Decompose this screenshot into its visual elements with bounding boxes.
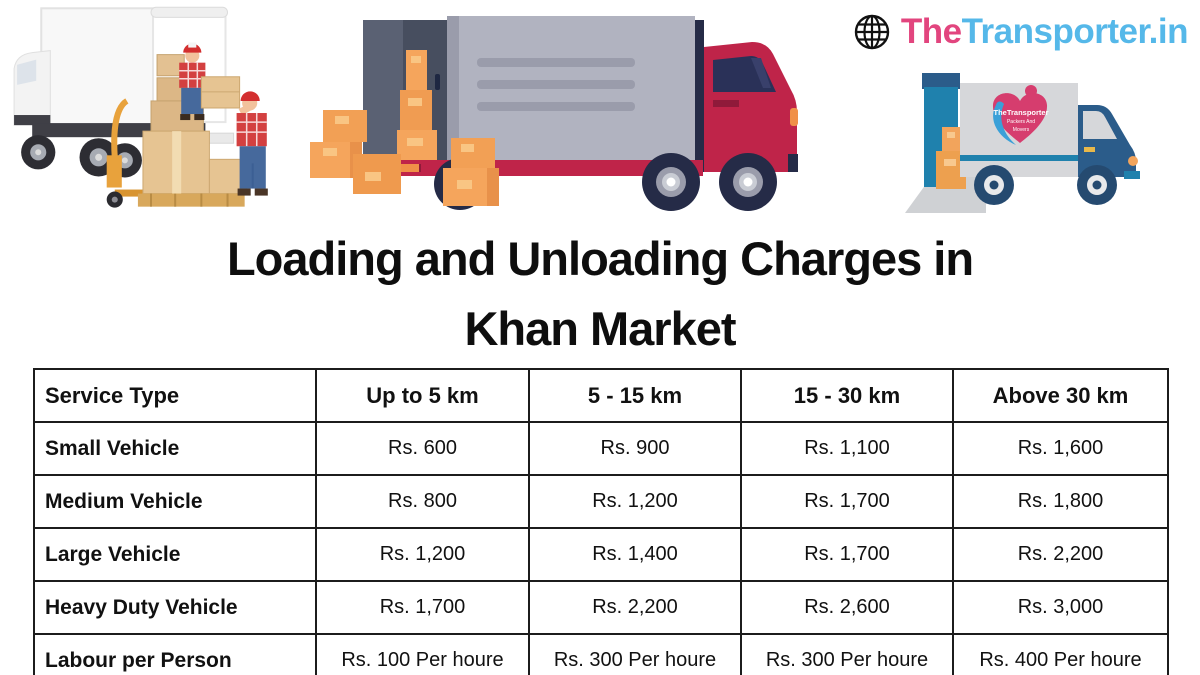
windshield [17,59,37,85]
price-cell: Rs. 1,700 [740,474,954,529]
hand-swoosh [993,101,1016,145]
brand-name: TheTransporter.in [900,12,1189,52]
price-cell: Rs. 1,800 [952,474,1169,529]
wheel [1077,165,1117,205]
price-cell: Rs. 400 Per houre [952,633,1169,675]
header-above-30km: Above 30 km [952,368,1169,423]
van-logo-line2: Packers And [1007,119,1035,125]
price-cell: Rs. 300 Per houre [528,633,742,675]
table-row: Heavy Duty Vehicle Rs. 1,700 Rs. 2,200 R… [33,580,1169,635]
wheel [642,153,700,211]
header-5-15km: 5 - 15 km [528,368,742,423]
price-cell: Rs. 1,400 [528,527,742,582]
pallet-with-boxes [137,100,248,207]
boxes-at-door [397,50,437,164]
page-title-line2: Khan Market [464,302,736,355]
service-cell: Labour per Person [33,633,317,675]
price-cell: Rs. 1,100 [740,421,954,476]
side-stripe [960,155,1078,161]
header-service-type: Service Type [33,368,317,423]
heart-shape [992,93,1048,143]
headlight [1128,156,1138,166]
page-title-line1: Loading and Unloading Charges in [226,232,974,285]
side-marker [790,108,798,126]
price-cell: Rs. 3,000 [952,580,1169,635]
arm [238,102,254,116]
wheel [21,135,56,170]
brand-name-prefix: The [900,12,962,51]
page-title: Loading and Unloading Charges in Khan Ma… [0,224,1200,364]
price-cell: Rs. 900 [528,421,742,476]
table-row: Labour per Person Rs. 100 Per houre Rs. … [33,633,1169,675]
red-cap [183,43,202,53]
table-header-row: Service Type Up to 5 km 5 - 15 km 15 - 3… [33,368,1169,423]
delivery-van-illustration: TheTransporter Packers And Movers [905,73,1140,213]
price-cell: Rs. 1,600 [952,421,1169,476]
wheels [21,135,142,178]
red-cap [240,91,260,101]
wheels [974,165,1117,205]
door-handle [435,74,440,90]
table-row: Medium Vehicle Rs. 800 Rs. 1,200 Rs. 1,7… [33,474,1169,529]
brand-name-suffix: Transporter.in [961,12,1189,51]
service-cell: Small Vehicle [33,421,317,476]
cab-window [1083,111,1117,139]
price-cell: Rs. 300 Per houre [740,633,954,675]
plaid-shirt [236,113,267,147]
globe-icon [854,14,890,50]
vent-lines [477,58,635,111]
header-15-30km: 15 - 30 km [740,368,954,423]
truck-cab [13,50,51,126]
service-cell: Large Vehicle [33,527,317,582]
jeans [181,87,204,115]
price-cell: Rs. 2,200 [952,527,1169,582]
price-cell: Rs. 1,200 [528,474,742,529]
front-bumper [1124,171,1140,179]
worker-in-truck [179,42,241,121]
wheel [974,165,1014,205]
door-trim [713,100,739,107]
van-logo-line1: TheTransporter [993,108,1048,117]
workers-loading-truck-illustration [13,6,268,208]
service-cell: Medium Vehicle [33,474,317,529]
table-row: Large Vehicle Rs. 1,200 Rs. 1,400 Rs. 1,… [33,527,1169,582]
price-cell: Rs. 1,700 [740,527,954,582]
van-heart-logo: TheTransporter Packers And Movers [992,85,1049,145]
worker-on-ground [236,91,268,196]
van-logo-line3: Movers [1013,127,1030,133]
price-cell: Rs. 2,200 [528,580,742,635]
cargo-truck-illustration [310,16,798,211]
cab-pillar [695,20,704,172]
truck-cab [704,42,798,172]
charges-table: Service Type Up to 5 km 5 - 15 km 15 - 3… [33,368,1169,675]
van-cab [1078,105,1140,179]
door-handle [1084,147,1095,152]
table-row: Small Vehicle Rs. 600 Rs. 900 Rs. 1,100 … [33,421,1169,476]
ground-boxes-left [310,110,401,194]
cargo-box [40,7,157,127]
wheel [719,153,777,211]
price-cell: Rs. 2,600 [740,580,954,635]
price-cell: Rs. 800 [315,474,530,529]
price-cell: Rs. 100 Per houre [315,633,530,675]
price-cell: Rs. 1,200 [315,527,530,582]
brand-logo: TheTransporter.in [852,12,1189,52]
price-cell: Rs. 1,700 [315,580,530,635]
open-rear-door [363,20,403,162]
boxes-at-rear [936,127,966,189]
rear-top-panel [922,73,960,89]
rolled-door [150,6,229,18]
service-cell: Heavy Duty Vehicle [33,580,317,635]
wooden-pallet [137,193,245,207]
ground-boxes-right [443,138,499,206]
header-up-to-5km: Up to 5 km [315,368,530,423]
price-cell: Rs. 600 [315,421,530,476]
